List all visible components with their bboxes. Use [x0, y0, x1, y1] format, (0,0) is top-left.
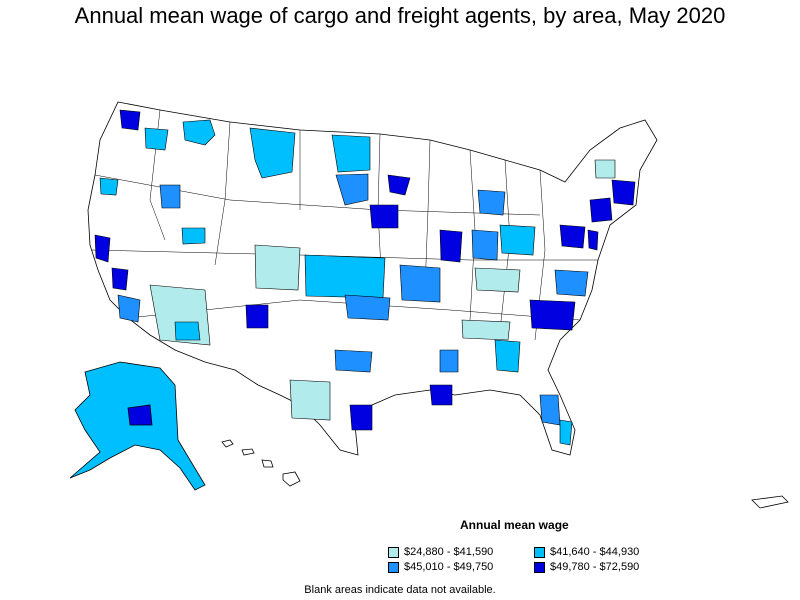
region-texas-houston [349, 404, 373, 431]
region-new-jersey [587, 229, 599, 251]
data-regions [94, 109, 636, 446]
region-tennessee [461, 319, 511, 341]
hawaii-island-1 [221, 439, 234, 448]
region-minnesota-north [387, 174, 411, 196]
region-pennsylvania [559, 224, 586, 249]
region-oklahoma [344, 294, 391, 321]
alaska-region [127, 404, 153, 426]
region-arizona-central [174, 321, 201, 341]
region-virginia [554, 269, 589, 297]
region-illinois [439, 229, 463, 263]
legend-swatch-1 [388, 546, 399, 558]
region-georgia [494, 339, 521, 373]
footnote: Blank areas indicate data not available. [304, 584, 496, 596]
region-texas-dallas [334, 349, 373, 373]
legend-label-2: $41,640 - $44,930 [550, 546, 640, 558]
region-indiana [471, 229, 499, 261]
legend-item-3: $45,010 - $49,750 [388, 561, 493, 573]
puerto-rico-shape [751, 495, 789, 509]
region-montana-east [249, 127, 296, 179]
region-california-coast [117, 294, 141, 323]
hawaii-island-2 [241, 448, 255, 456]
legend-swatch-4 [534, 561, 545, 573]
region-washington-east [144, 127, 169, 151]
region-mississippi [439, 349, 459, 373]
legend-item-4: $49,780 - $72,590 [534, 561, 639, 573]
region-michigan [477, 189, 506, 216]
region-north-dakota [331, 134, 371, 173]
region-florida-east [559, 419, 573, 446]
region-oregon [99, 177, 119, 196]
hawaii-island-4 [282, 471, 301, 487]
region-carolinas [529, 299, 576, 331]
alaska [69, 361, 206, 491]
region-texas-west [289, 379, 331, 421]
region-new-mexico [245, 304, 269, 329]
region-utah-north [181, 227, 206, 245]
region-south-dakota [335, 173, 369, 206]
puerto-rico [751, 495, 789, 509]
region-new-york [589, 197, 613, 223]
legend-item-2: $41,640 - $44,930 [534, 546, 639, 558]
region-california-south [111, 267, 129, 291]
region-washington [119, 109, 141, 131]
region-montana-north [182, 119, 216, 146]
region-minnesota [369, 204, 399, 229]
map-title: Annual mean wage of cargo and freight ag… [74, 3, 726, 28]
region-ohio [499, 224, 536, 256]
region-missouri [399, 264, 441, 303]
legend-item-1: $24,880 - $41,590 [388, 546, 493, 558]
region-colorado [254, 244, 301, 291]
legend-title: Annual mean wage [460, 518, 569, 532]
legend-swatch-2 [534, 546, 545, 558]
region-new-england [611, 179, 636, 206]
legend-swatch-3 [388, 561, 399, 573]
legend-label-3: $45,010 - $49,750 [404, 561, 494, 573]
region-california-north [94, 234, 111, 263]
region-florida-south [539, 394, 561, 426]
region-idaho [159, 184, 181, 209]
hawaii [221, 439, 301, 487]
region-kansas [304, 254, 386, 299]
legend-label-1: $24,880 - $41,590 [404, 546, 494, 558]
region-maine [594, 159, 616, 179]
region-kentucky [474, 267, 521, 293]
region-louisiana [429, 384, 453, 406]
alaska-shape [69, 361, 206, 491]
hawaii-island-3 [261, 459, 274, 468]
legend-label-4: $49,780 - $72,590 [550, 561, 640, 573]
